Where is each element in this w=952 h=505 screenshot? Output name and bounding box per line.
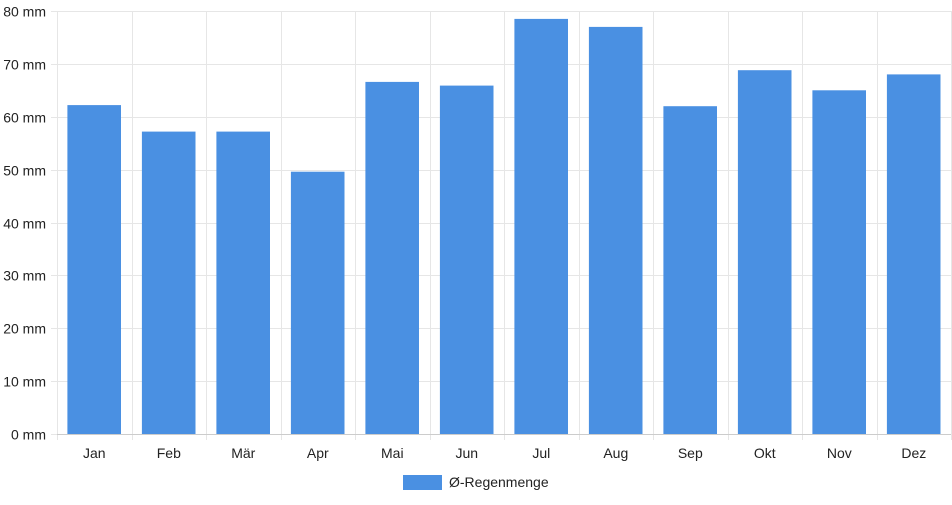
x-tick-label: Dez [901,445,926,461]
bar-nov[interactable] [812,90,866,435]
axes: 0 mm 10 mm 20 mm 30 mm 40 mm 50 mm 60 mm 70 mm 8… [3,4,951,461]
bar-feb[interactable] [141,131,196,434]
y-tick-label: 10 mm [3,374,46,390]
x-tick-label: Mär [231,445,255,461]
bar-mai[interactable] [365,81,419,435]
x-tick-label: Feb [157,445,181,461]
bar-jul[interactable] [514,18,568,435]
bar-aug[interactable] [588,26,643,435]
x-tick-label: Jul [532,445,550,461]
x-tick-label: Jun [456,445,479,461]
bar-mär[interactable] [216,131,270,434]
bar-jan[interactable] [67,105,121,434]
x-tick-label: Jan [83,445,106,461]
y-tick-label: 60 mm [3,110,46,126]
x-tick-label: Apr [307,445,329,461]
x-tick-label: Sep [678,445,703,461]
bar-sep[interactable] [663,106,717,434]
bar-apr[interactable] [290,171,345,434]
bars [67,18,941,435]
legend-swatch[interactable] [403,475,442,490]
y-tick-label: 80 mm [3,4,46,20]
y-tick-label: 20 mm [3,321,46,337]
bar-dez[interactable] [886,74,941,435]
x-tick-label: Okt [754,445,776,461]
bar-jun[interactable] [439,85,494,434]
y-tick-label: 50 mm [3,163,46,179]
x-tick-label: Aug [603,445,628,461]
legend[interactable]: Ø-Regenmenge [403,474,549,490]
bar-okt[interactable] [737,70,792,434]
x-tick-label: Mai [381,445,404,461]
y-tick-label: 0 mm [11,427,46,443]
x-tick-label: Nov [827,445,852,461]
y-tick-label: 40 mm [3,216,46,232]
legend-label[interactable]: Ø-Regenmenge [449,474,549,490]
y-tick-label: 70 mm [3,57,46,73]
y-tick-label: 30 mm [3,268,46,284]
